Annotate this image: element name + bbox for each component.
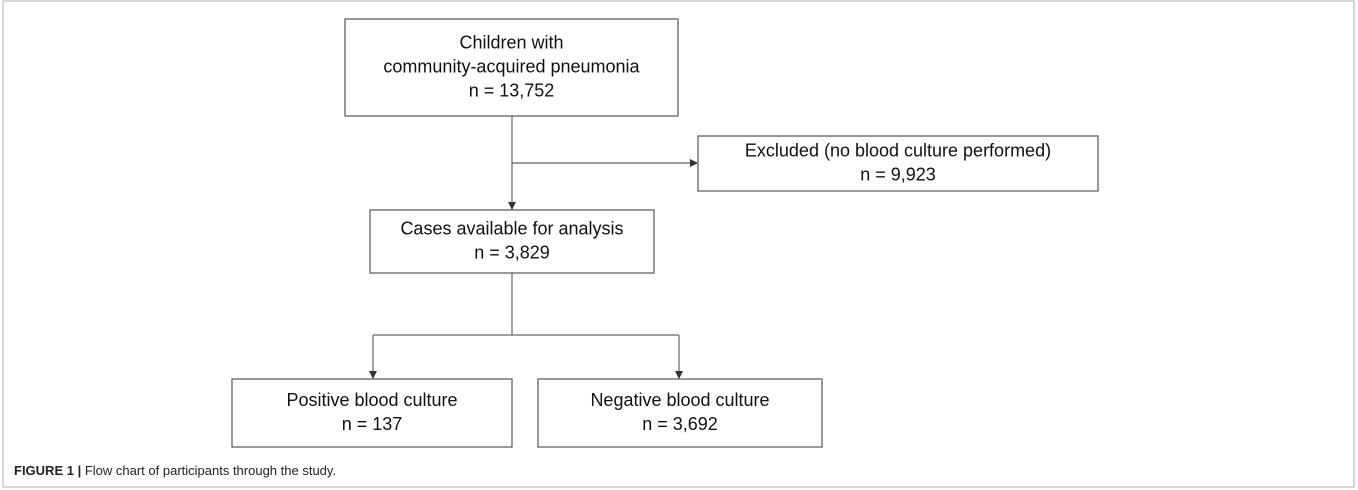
node-label: Excluded (no blood culture performed) — [745, 140, 1051, 160]
node-label: community-acquired pneumonia — [383, 56, 640, 76]
node-box — [697, 135, 1099, 192]
node-label: n = 3,692 — [642, 414, 718, 434]
caption-label: FIGURE 1 | — [14, 463, 82, 478]
node-box — [537, 378, 823, 448]
node-label: Cases available for analysis — [400, 218, 623, 238]
node-box — [344, 18, 679, 117]
node-label: n = 137 — [342, 414, 403, 434]
caption-text: Flow chart of participants through the s… — [84, 463, 337, 478]
connectors — [369, 116, 698, 379]
node-box — [369, 209, 655, 274]
nodes: Children with community-acquired pneumoni… — [231, 18, 1099, 448]
node-label: Negative blood culture — [590, 390, 769, 410]
node-label: n = 3,829 — [474, 242, 550, 262]
node-label: n = 9,923 — [860, 164, 936, 184]
caption: FIGURE 1 | Flow chart of participants th… — [14, 463, 336, 478]
node-label: Children with — [459, 32, 563, 52]
node-label: Positive blood culture — [286, 390, 457, 410]
node-label: n = 13,752 — [469, 80, 555, 100]
node-box — [231, 378, 513, 448]
